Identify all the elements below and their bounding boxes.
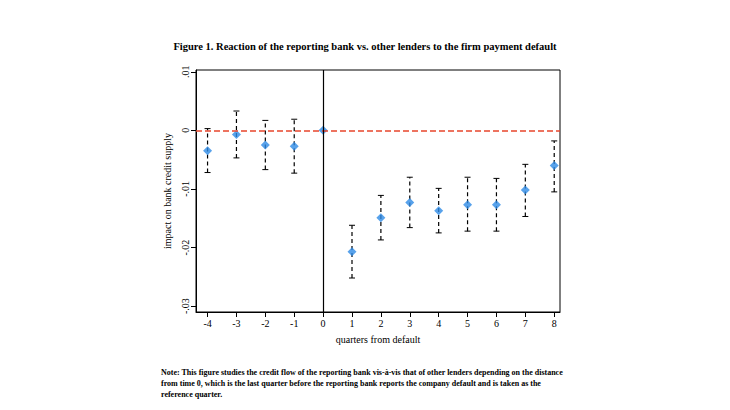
svg-text:0: 0 [180, 128, 191, 133]
svg-text:6: 6 [494, 318, 499, 329]
svg-text:impact on bank credit supply: impact on bank credit supply [162, 133, 173, 249]
svg-text:from time 0, which is the last: from time 0, which is the last quarter b… [161, 379, 543, 388]
svg-text:reference quarter.: reference quarter. [161, 390, 222, 399]
svg-text:-.02: -.02 [180, 240, 191, 256]
svg-text:-4: -4 [203, 318, 211, 329]
svg-text:-.03: -.03 [180, 298, 191, 314]
svg-text:-.01: -.01 [180, 181, 191, 197]
svg-text:7: 7 [523, 318, 528, 329]
svg-text:Figure 1. Reaction of the repo: Figure 1. Reaction of the reporting bank… [173, 41, 557, 52]
svg-text:0: 0 [321, 318, 326, 329]
svg-text:1: 1 [350, 318, 355, 329]
svg-text:quarters from default: quarters from default [336, 334, 421, 345]
svg-text:4: 4 [436, 318, 441, 329]
svg-text:-3: -3 [232, 318, 240, 329]
svg-text:-1: -1 [290, 318, 298, 329]
svg-text:.01: .01 [180, 66, 191, 79]
svg-text:-2: -2 [261, 318, 269, 329]
svg-text:2: 2 [378, 318, 383, 329]
svg-text:3: 3 [407, 318, 412, 329]
svg-text:Note: This figure studies the: Note: This figure studies the credit flo… [161, 368, 565, 377]
svg-text:5: 5 [465, 318, 470, 329]
svg-text:8: 8 [552, 318, 557, 329]
